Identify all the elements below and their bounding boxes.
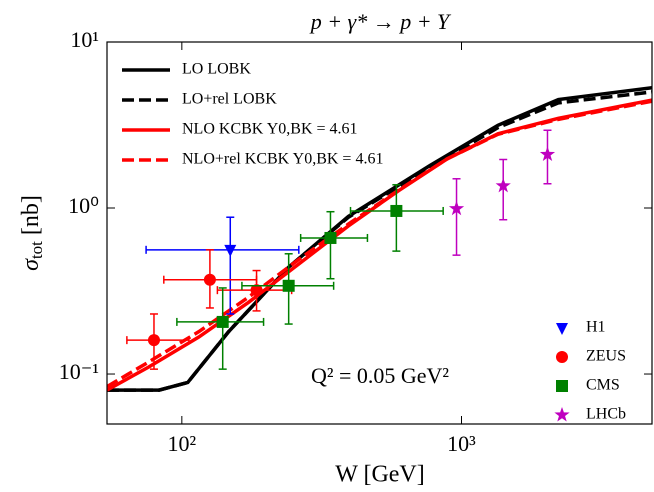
marker	[390, 204, 403, 217]
marker	[147, 334, 160, 347]
marker	[250, 284, 263, 297]
y-label-unit: [nb]	[18, 195, 44, 235]
legend-label: H1	[586, 319, 606, 336]
marker	[203, 273, 216, 286]
legend-label: LO LOBK	[182, 61, 251, 78]
series-line	[107, 90, 652, 392]
marker	[324, 231, 337, 244]
annotation: Q² = 0.05 GeV²	[311, 363, 449, 388]
legend-label: LO+rel LOBK	[182, 91, 277, 108]
legend-label: LHCb	[586, 406, 626, 423]
y-tick-label: 10⁰	[68, 193, 99, 218]
chart-title: p + γ* → p + Υ	[309, 9, 452, 34]
plot-area	[107, 86, 652, 392]
series-line	[107, 99, 652, 389]
plot-frame	[106, 41, 653, 425]
legend-label: NLO KCBK Y0,BK = 4.61	[182, 121, 358, 138]
y-label-symbol: σ	[18, 258, 44, 271]
x-tick-label: 10²	[168, 431, 197, 456]
series-line	[107, 98, 652, 392]
y-label-subscript: tot	[27, 241, 46, 259]
legend-label: ZEUS	[586, 348, 626, 365]
marker	[556, 323, 568, 335]
legend-label: NLO+rel KCBK Y0,BK = 4.61	[182, 151, 383, 168]
marker	[554, 407, 570, 422]
legend-label: CMS	[586, 377, 620, 394]
y-tick-label: 10⁻¹	[59, 359, 99, 384]
y-tick-label: 10¹	[70, 27, 99, 52]
marker	[224, 244, 237, 257]
marker	[495, 177, 511, 193]
marker	[556, 351, 568, 363]
x-tick-label: 10³	[447, 431, 476, 456]
marker	[556, 380, 568, 392]
y-axis-label: σtot [nb]	[18, 195, 46, 271]
marker	[216, 315, 229, 328]
marker	[448, 200, 465, 216]
marker	[282, 279, 295, 292]
x-axis-label: W [GeV]	[335, 462, 425, 488]
marker	[539, 146, 556, 161]
